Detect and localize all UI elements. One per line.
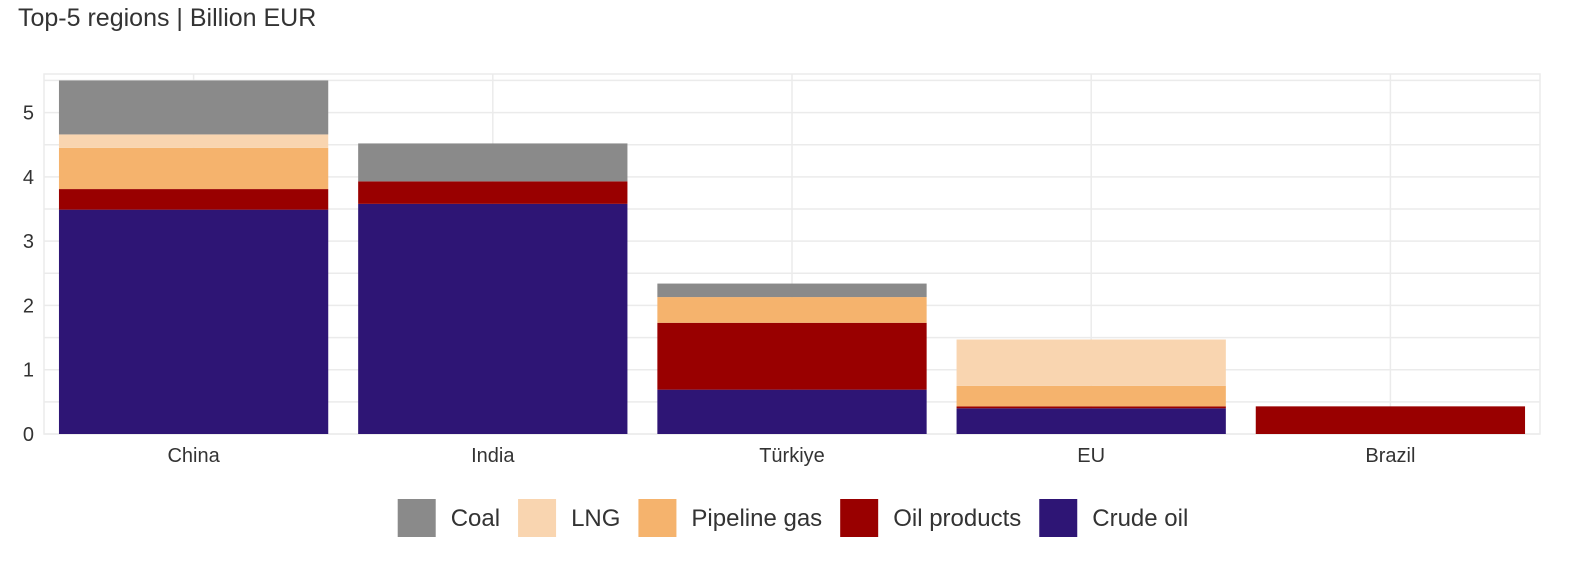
legend-key-pipeline-gas [638, 499, 677, 537]
bar-segment-coal [657, 283, 927, 298]
bar-segment-crude-oil [58, 209, 329, 434]
legend-key-crude-oil [1039, 499, 1078, 537]
bar-segment-lng [956, 339, 1226, 386]
x-tick-label: India [471, 445, 515, 467]
y-axis: 0 1 2 3 4 5 [23, 103, 34, 446]
legend: Coal LNG Pipeline gas Oil products Crude oil [397, 499, 1188, 537]
bar-segment-coal [358, 143, 628, 182]
bar-segment-pipeline-gas [58, 147, 329, 190]
legend-label-lng: LNG [571, 505, 620, 532]
y-tick-label: 0 [23, 424, 34, 446]
bar-segment-crude-oil [956, 408, 1226, 434]
bar-segment-coal [58, 80, 329, 135]
y-tick-label: 4 [23, 167, 34, 189]
x-tick-label: Türkiye [759, 445, 825, 467]
chart-title: Top-5 regions | Billion EUR [18, 4, 317, 32]
legend-label-coal: Coal [451, 505, 500, 532]
bar-segment-lng [58, 134, 329, 148]
bar-segment-crude-oil [657, 389, 927, 434]
y-tick-label: 5 [23, 103, 34, 125]
bars-layer [58, 80, 1526, 434]
y-tick-label: 1 [23, 360, 34, 382]
x-tick-label: EU [1077, 445, 1105, 467]
legend-key-oil-products [840, 499, 879, 537]
x-tick-label: Brazil [1365, 445, 1415, 467]
bar-segment-pipeline-gas [956, 385, 1226, 407]
bar-segment-oil-products [657, 322, 927, 390]
legend-label-oil-products: Oil products [893, 505, 1021, 532]
bar-segment-pipeline-gas [657, 297, 927, 323]
bar-segment-oil-products [1255, 406, 1526, 434]
bar-segment-oil-products [956, 406, 1226, 409]
legend-label-pipeline-gas: Pipeline gas [691, 505, 822, 532]
bar-segment-crude-oil [358, 203, 628, 434]
legend-key-lng [518, 499, 557, 537]
y-tick-label: 3 [23, 231, 34, 253]
bar-segment-oil-products [58, 189, 329, 210]
legend-label-crude-oil: Crude oil [1092, 505, 1188, 532]
x-tick-label: China [167, 445, 220, 467]
x-axis: China India Türkiye EU Brazil [167, 445, 1415, 467]
y-tick-label: 2 [23, 295, 34, 317]
bar-segment-oil-products [358, 181, 628, 204]
legend-key-coal [397, 499, 436, 537]
